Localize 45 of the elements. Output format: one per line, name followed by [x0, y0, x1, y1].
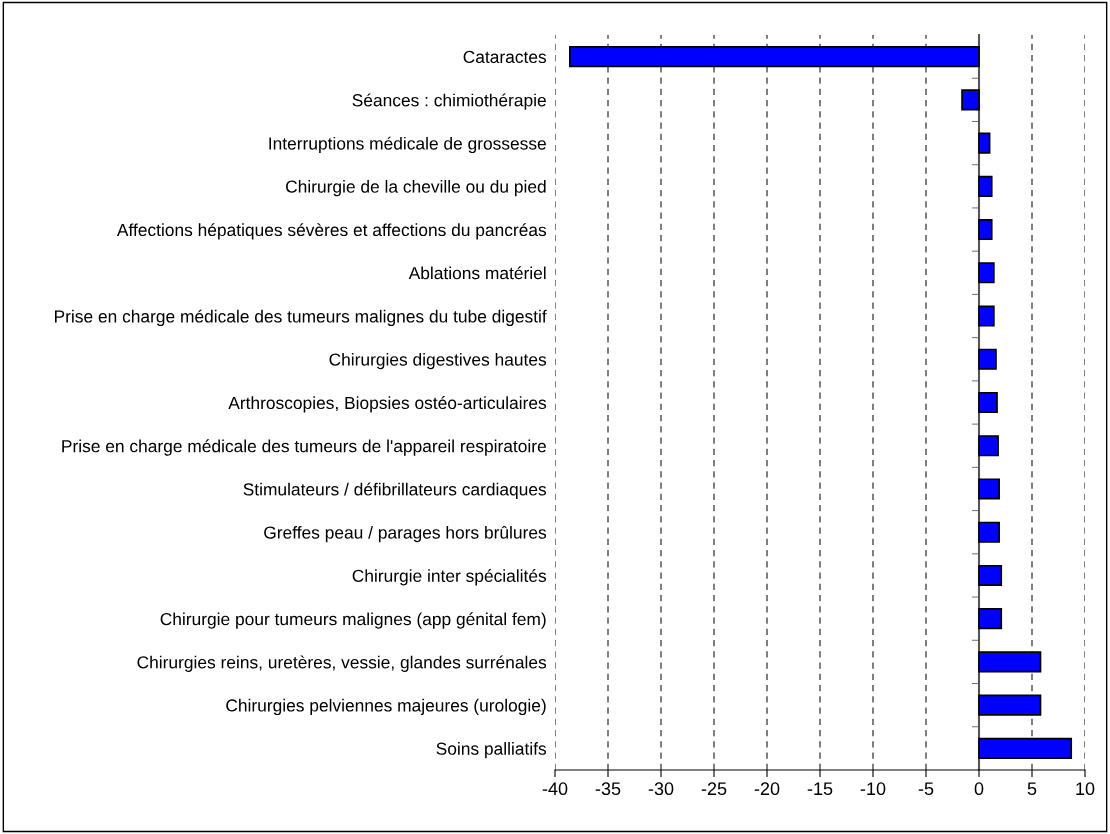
- bar: [978, 478, 1000, 500]
- bar: [978, 694, 1042, 716]
- y-tick-label: Stimulateurs / défibrillateurs cardiaques: [243, 482, 547, 499]
- y-tick-label: Prise en charge médicale des tumeurs malignes du tube digestif: [54, 309, 547, 327]
- y-tick-label: Soins palliatifs: [436, 742, 547, 759]
- y-tick-label: Chirurgie pour tumeurs malignes (app génital fem): [160, 612, 546, 629]
- bar: [978, 737, 1073, 759]
- y-tick-label: Chirurgie de la cheville ou du pied: [286, 180, 546, 197]
- x-tick-label: -15: [807, 782, 833, 796]
- x-tick-label: -35: [595, 782, 621, 796]
- bar: [978, 608, 1003, 630]
- bar: [961, 89, 980, 111]
- y-tick-label: Ablations matériel: [408, 266, 546, 280]
- bar: [978, 435, 999, 457]
- bar: [978, 262, 995, 284]
- y-tick-label: Affections hépatiques sévères et affections du pancréas: [116, 223, 547, 240]
- x-tick-label: 5: [1027, 782, 1037, 796]
- y-tick-label: Cataractes: [463, 50, 547, 64]
- bar: [978, 218, 993, 241]
- bar: [978, 132, 991, 154]
- y-tick-label: Prise en charge médicale des tumeurs de l'appareil respiratoire: [62, 439, 546, 456]
- x-tick-label: -20: [754, 782, 780, 796]
- x-tick-label: -5: [918, 782, 934, 796]
- bar: [978, 175, 993, 197]
- bar: [978, 651, 1042, 673]
- x-tick-label: -10: [860, 782, 886, 796]
- x-tick-label: -30: [648, 782, 674, 796]
- bar: [569, 46, 980, 68]
- y-tick-label: Chirurgies reins, uretères, vessie, glandes surrénales: [137, 655, 547, 672]
- x-tick-label: -40: [542, 782, 568, 796]
- x-tick-label: 0: [974, 782, 984, 796]
- bar: [978, 391, 998, 414]
- bar: [978, 305, 995, 327]
- x-tick-label: 10: [1076, 782, 1095, 796]
- y-tick-label: Interruptions médicale de grossesse: [269, 136, 546, 154]
- y-tick-label: Greffes peau / parages hors brûlures: [264, 525, 547, 543]
- y-tick-label: Chirurgies digestives hautes: [329, 352, 547, 370]
- bar: [978, 564, 1003, 587]
- bar: [978, 521, 1000, 543]
- y-tick-label: Chirurgie inter spécialités: [352, 569, 547, 586]
- y-tick-label: Chirurgies pelviennes majeures (urologie): [226, 698, 546, 716]
- bar: [978, 348, 997, 370]
- y-tick-label: Séances : chimiothérapie: [352, 93, 546, 110]
- x-tick-label: -25: [701, 782, 727, 796]
- y-tick-label: Arthroscopies, Biopsies ostéo-articulaires: [228, 396, 547, 413]
